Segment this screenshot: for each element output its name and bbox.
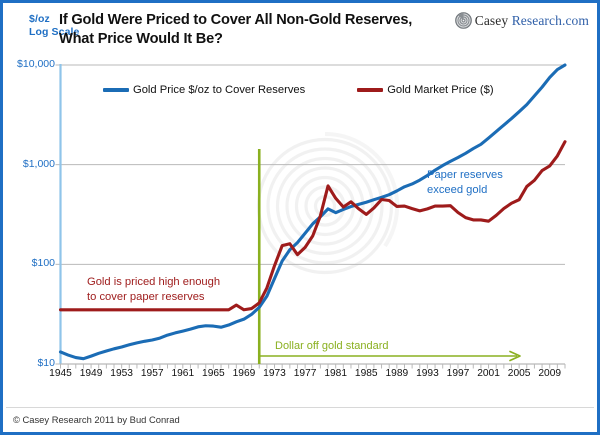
x-axis-tick-label: 1981 bbox=[324, 368, 348, 379]
x-axis-tick-label: 1977 bbox=[293, 368, 317, 379]
logo-wordmark: Casey Research.com bbox=[475, 13, 589, 29]
annotation-gold-priced-high-line1: Gold is priced high enough bbox=[87, 276, 221, 288]
y-axis-tick-label: $10,000 bbox=[17, 58, 55, 70]
legend-swatch-blue bbox=[103, 88, 129, 92]
x-axis-tick-label: 1961 bbox=[171, 368, 195, 379]
legend-label-cover-reserves: Gold Price $/oz to Cover Reserves bbox=[133, 84, 306, 96]
x-axis-tick-label: 1989 bbox=[385, 368, 409, 379]
annotation-gold-priced-high-line2: to cover paper reserves bbox=[87, 290, 205, 303]
annotation-paper-reserves-exceed: Paper reserves exceed gold bbox=[427, 168, 503, 197]
legend-item-market-price: Gold Market Price ($) bbox=[357, 84, 494, 96]
chart-axes bbox=[59, 64, 566, 369]
series-line-market-price bbox=[58, 140, 567, 312]
annotation-paper-reserves-line2: exceed gold bbox=[427, 183, 488, 196]
x-axis-tick-label: 1973 bbox=[263, 368, 286, 379]
x-axis-tick-label: 1957 bbox=[140, 368, 164, 379]
watermark-spiral bbox=[256, 131, 400, 275]
legend-label-market-price: Gold Market Price ($) bbox=[387, 84, 494, 96]
chart-gridlines bbox=[55, 64, 565, 365]
y-axis-tick-label: $1,000 bbox=[22, 157, 55, 170]
y-axis-unit-line2: Log Scale bbox=[29, 26, 80, 38]
x-axis-tick-label: 1953 bbox=[110, 368, 133, 379]
series-line-cover-reserves bbox=[58, 63, 567, 361]
footer-divider bbox=[6, 407, 594, 408]
annotation-gold-priced-high: Gold is priced high enough to cover pape… bbox=[87, 275, 220, 304]
chart-legend: Gold Price $/oz to Cover Reserves Gold M… bbox=[103, 84, 494, 96]
casey-research-logo: Casey Research.com bbox=[454, 12, 589, 29]
gold-standard-marker bbox=[257, 149, 521, 364]
y-axis-tick-label: $100 bbox=[31, 257, 55, 270]
copyright-notice: © Casey Research 2011 by Bud Conrad bbox=[13, 414, 180, 425]
x-axis-tick-label: 1993 bbox=[416, 368, 439, 379]
x-axis-labels: 1945 1949 1953 1957 1961 1965 1969 1973 1977 1981… bbox=[3, 368, 600, 386]
page-title-line1: If Gold Were Priced to Cover All Non-Gol… bbox=[59, 12, 413, 28]
y-axis-tick-label: $10 bbox=[37, 357, 55, 369]
spiral-logo-icon bbox=[454, 12, 472, 29]
y-axis-unit-line1: $/oz bbox=[29, 13, 50, 25]
x-axis-tick-label: 1969 bbox=[232, 368, 256, 379]
x-axis-tick-label: 2009 bbox=[538, 368, 562, 379]
annotation-paper-reserves-line1: Paper reserves bbox=[427, 169, 503, 181]
logo-word-research: Research.com bbox=[511, 12, 589, 28]
x-axis-tick-label: 1945 bbox=[49, 368, 72, 379]
x-axis-tick-label: 1949 bbox=[79, 368, 103, 379]
x-axis-tick-label: 2001 bbox=[477, 368, 500, 379]
chart-plot-area bbox=[55, 63, 567, 369]
x-axis-tick-label: 1985 bbox=[354, 368, 378, 379]
legend-swatch-red bbox=[357, 88, 384, 92]
x-axis-tick-label: 1965 bbox=[202, 368, 225, 379]
annotation-dollar-off-gold-standard: Dollar off gold standard bbox=[275, 340, 389, 352]
legend-item-cover-reserves: Gold Price $/oz to Cover Reserves bbox=[103, 84, 305, 96]
x-axis-tick-label: 1997 bbox=[446, 368, 470, 379]
logo-word-casey: Casey bbox=[474, 12, 509, 28]
y-axis-labels: $10 $100 $1,000 $10,000 bbox=[3, 3, 55, 438]
page-title-line2: What Price Would It Be? bbox=[59, 31, 223, 47]
page-title: If Gold Were Priced to Cover All Non-Gol… bbox=[59, 11, 454, 49]
y-axis-unit-label: $/oz Log Scale bbox=[29, 13, 80, 39]
x-axis-tick-label: 2005 bbox=[507, 368, 531, 379]
